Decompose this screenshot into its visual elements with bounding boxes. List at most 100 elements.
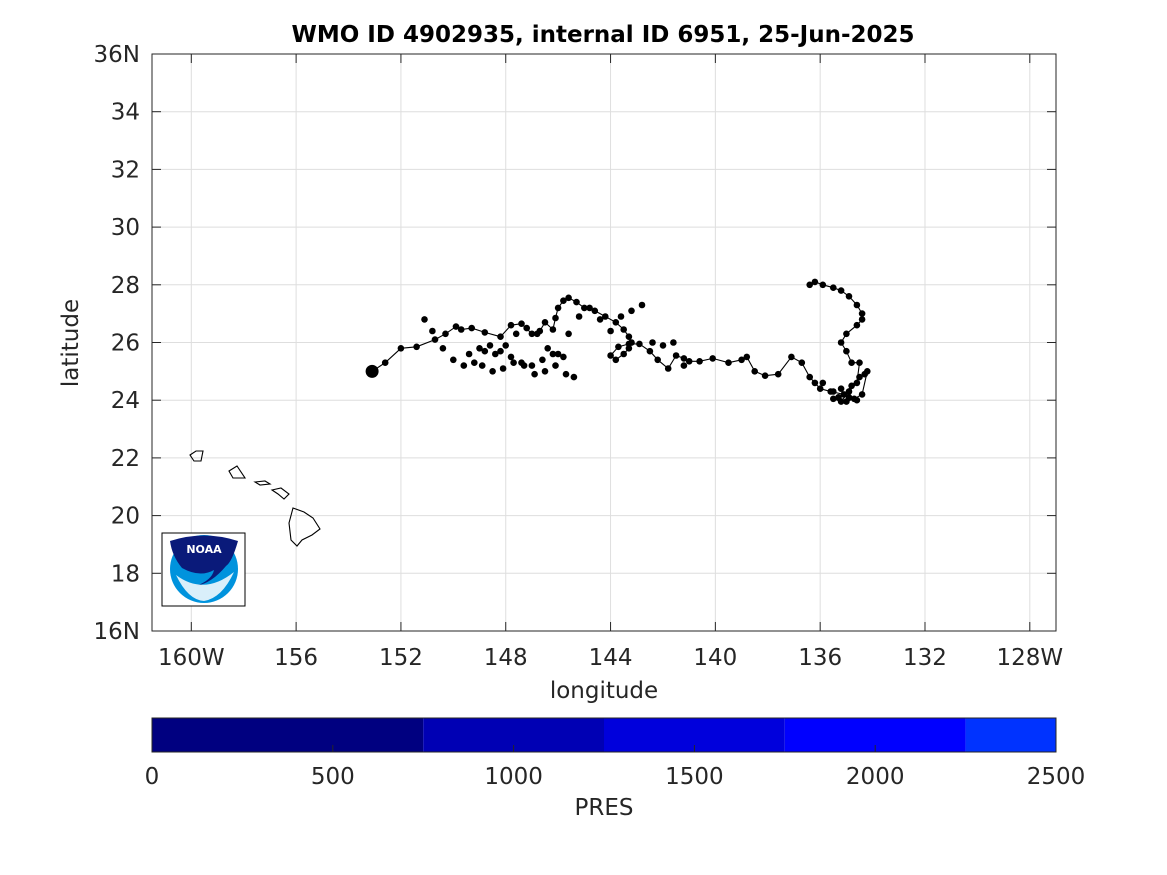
profile-point bbox=[439, 345, 447, 352]
y-tick-label: 24 bbox=[111, 388, 140, 414]
colorbar-label: PRES bbox=[575, 795, 634, 821]
profile-point bbox=[612, 356, 620, 364]
profile-point bbox=[381, 359, 389, 367]
profile-point bbox=[819, 281, 827, 289]
profile-point bbox=[421, 316, 428, 323]
island-maui bbox=[270, 487, 290, 500]
profile-point bbox=[861, 370, 868, 378]
profile-point bbox=[520, 362, 528, 369]
colorbar-tick-label: 1500 bbox=[665, 764, 724, 790]
profile-point bbox=[819, 379, 827, 387]
profile-point bbox=[636, 340, 643, 348]
profile-point bbox=[845, 394, 853, 401]
profile-point bbox=[774, 370, 782, 378]
profile-point bbox=[725, 359, 732, 367]
profile-point bbox=[560, 353, 567, 361]
colorbar-tick-label: 0 bbox=[145, 764, 160, 790]
island-hawaii bbox=[288, 507, 321, 547]
profile-point bbox=[811, 278, 819, 286]
profile-point bbox=[625, 333, 633, 341]
x-tick-label: 132 bbox=[903, 645, 947, 671]
profile-point bbox=[856, 359, 863, 367]
profile-point bbox=[680, 355, 688, 362]
profile-point bbox=[452, 323, 460, 330]
profile-point bbox=[837, 339, 845, 346]
y-tick-label: 34 bbox=[111, 100, 140, 126]
profile-point bbox=[612, 319, 620, 326]
profile-point bbox=[481, 347, 489, 355]
profile-point bbox=[471, 359, 478, 367]
profile-point bbox=[628, 307, 635, 315]
profile-point bbox=[431, 336, 439, 343]
profile-point bbox=[565, 294, 572, 302]
profile-point bbox=[743, 353, 751, 361]
profile-point bbox=[499, 365, 507, 372]
profile-point bbox=[512, 330, 520, 338]
profile-point bbox=[845, 388, 853, 395]
profile-point bbox=[615, 343, 622, 351]
profile-point bbox=[468, 324, 476, 332]
y-tick-label: 28 bbox=[111, 273, 140, 299]
profile-point bbox=[562, 370, 570, 378]
profile-point bbox=[830, 284, 837, 292]
profile-point bbox=[858, 316, 866, 323]
trajectory bbox=[365, 278, 871, 405]
colorbar-segment bbox=[152, 718, 424, 752]
profile-point bbox=[549, 326, 557, 333]
deployment-marker bbox=[365, 364, 379, 378]
profile-point bbox=[397, 345, 405, 352]
trajectory-points bbox=[368, 278, 871, 405]
x-tick-label: 140 bbox=[693, 645, 737, 671]
y-tick-label: 16N bbox=[94, 619, 140, 645]
island-kauai bbox=[189, 450, 204, 462]
y-tick-label: 26 bbox=[111, 331, 140, 357]
profile-point bbox=[552, 362, 559, 369]
profile-point bbox=[478, 362, 486, 369]
profile-point bbox=[465, 350, 473, 358]
profile-point bbox=[450, 356, 457, 364]
profile-point bbox=[575, 313, 583, 320]
profile-point bbox=[570, 373, 578, 381]
colorbar-frame bbox=[151, 717, 1057, 753]
noaa-logo: NOAA bbox=[161, 532, 246, 607]
profile-point bbox=[837, 287, 845, 294]
profile-point bbox=[696, 358, 703, 365]
profile-point bbox=[853, 321, 861, 329]
profile-point bbox=[856, 373, 863, 381]
y-tick-label: 18 bbox=[111, 561, 140, 587]
colorbar-ticks: 0 500 1000 1500 2000 2500 bbox=[145, 745, 1085, 790]
profile-point bbox=[429, 327, 436, 335]
profile-point bbox=[853, 301, 861, 309]
profile-point bbox=[672, 352, 680, 359]
profile-point bbox=[837, 398, 845, 405]
hawaiian-islands bbox=[189, 450, 321, 547]
x-tick-label: 136 bbox=[798, 645, 842, 671]
profile-point bbox=[649, 339, 656, 346]
profile-point bbox=[685, 358, 693, 365]
y-tick-label: 22 bbox=[111, 446, 140, 472]
profile-point bbox=[531, 370, 538, 378]
profile-point bbox=[533, 330, 541, 338]
profile-point bbox=[843, 330, 850, 338]
profile-point bbox=[518, 320, 525, 328]
profile-point bbox=[620, 350, 627, 358]
y-axis-label: latitude bbox=[58, 299, 84, 387]
profile-point bbox=[798, 359, 806, 367]
profile-point bbox=[591, 307, 599, 315]
profile-point bbox=[858, 391, 866, 398]
profile-point bbox=[549, 350, 557, 358]
x-axis-ticks: 160W 156 152 148 144 140 136 132 128W bbox=[158, 54, 1063, 671]
profile-point bbox=[544, 345, 551, 352]
x-tick-label: 128W bbox=[996, 645, 1063, 671]
profile-point bbox=[586, 304, 593, 312]
profile-point bbox=[442, 330, 449, 338]
profile-point bbox=[457, 326, 465, 333]
profile-point bbox=[541, 319, 549, 326]
colorbar bbox=[152, 718, 1056, 752]
profile-point bbox=[481, 329, 489, 336]
y-tick-label: 30 bbox=[111, 215, 140, 241]
colorbar-tick-label: 1000 bbox=[484, 764, 543, 790]
profile-point bbox=[413, 343, 420, 351]
profile-point bbox=[858, 310, 866, 317]
